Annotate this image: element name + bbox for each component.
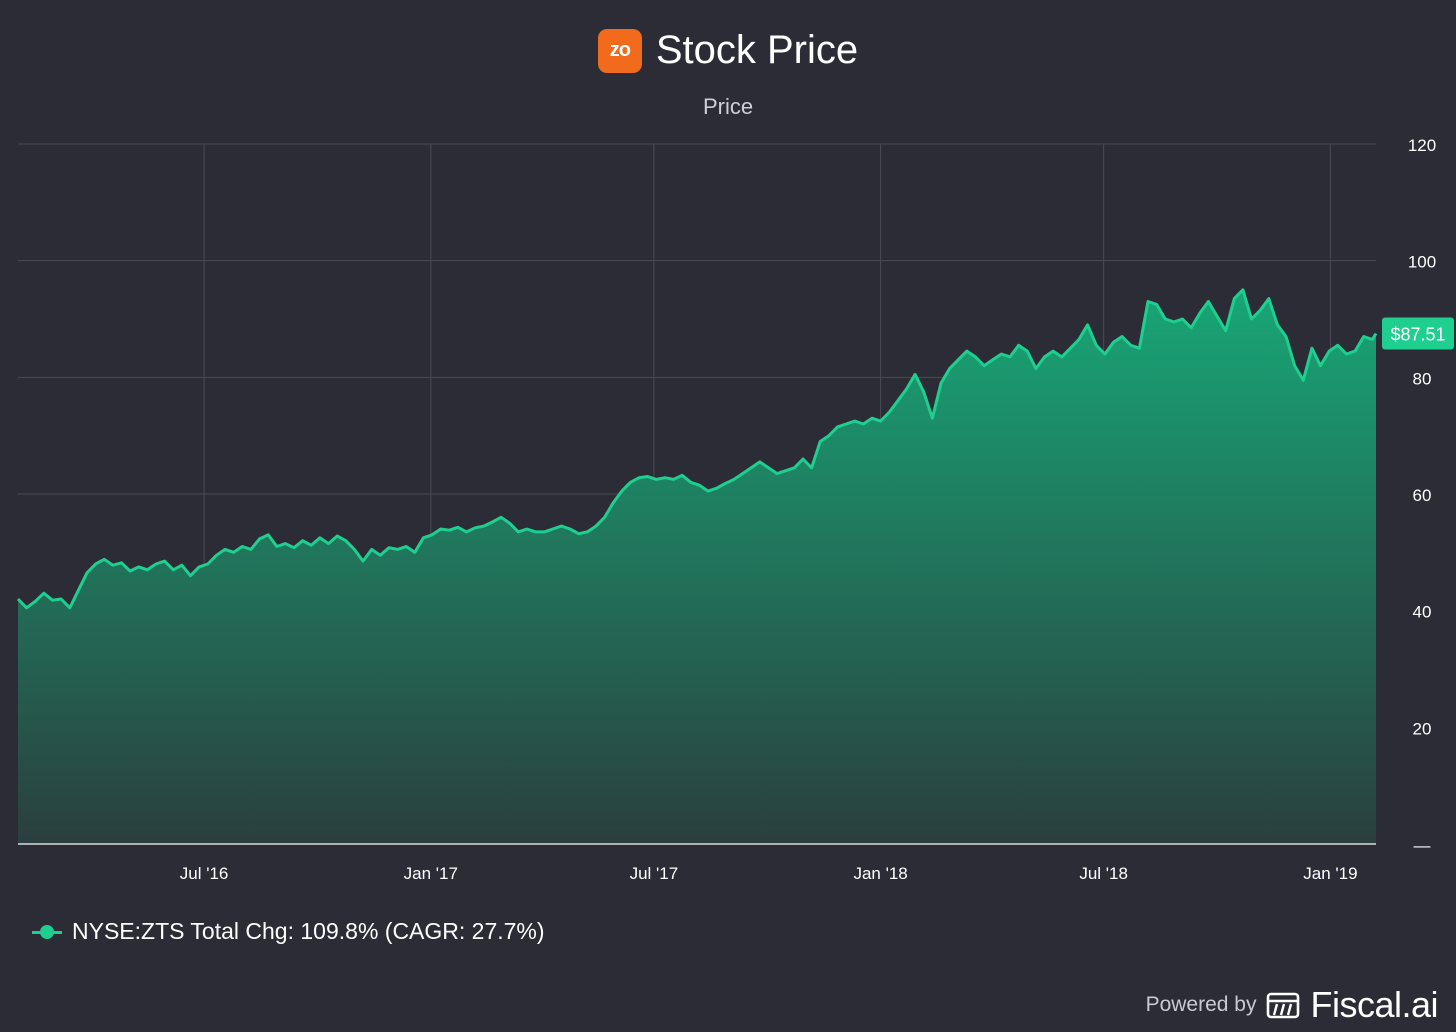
y-tick-label: 80 bbox=[1413, 369, 1432, 388]
legend-series-marker-icon bbox=[32, 924, 62, 939]
chart-title: Stock Price bbox=[655, 28, 859, 72]
company-logo-icon: zo bbox=[597, 28, 642, 73]
y-tick-label: — bbox=[1414, 836, 1431, 855]
last-value-label: $87.51 bbox=[1390, 325, 1445, 345]
x-tick-label: Jan '19 bbox=[1303, 864, 1357, 883]
y-tick-label: 100 bbox=[1408, 253, 1436, 272]
legend-label: NYSE:ZTS Total Chg: 109.8% (CAGR: 27.7%) bbox=[72, 918, 545, 944]
powered-by-text: Powered by bbox=[1145, 993, 1257, 1016]
y-tick-label: 120 bbox=[1408, 136, 1436, 155]
y-tick-label: 40 bbox=[1413, 603, 1432, 622]
x-tick-label: Jul '16 bbox=[180, 864, 229, 883]
powered-by-footer: Powered by Fiscal.ai bbox=[1145, 984, 1439, 1026]
x-tick-label: Jul '17 bbox=[630, 864, 679, 883]
y-tick-label: 20 bbox=[1413, 719, 1432, 738]
x-tick-label: Jan '17 bbox=[404, 864, 458, 883]
fiscal-ai-brand: Fiscal.ai bbox=[1310, 984, 1438, 1025]
chart-subtitle: Price bbox=[702, 94, 754, 119]
chart-header: zo Stock Price bbox=[0, 28, 1456, 73]
last-value-badge: $87.51 bbox=[1382, 317, 1454, 350]
price-series-line[interactable] bbox=[16, 288, 1378, 610]
y-tick-label: 60 bbox=[1413, 486, 1432, 505]
x-tick-label: Jul '18 bbox=[1079, 864, 1128, 883]
price-area-fill bbox=[18, 289, 1376, 844]
chart-legend[interactable]: NYSE:ZTS Total Chg: 109.8% (CAGR: 27.7%) bbox=[32, 918, 545, 945]
fiscal-ai-logo-icon bbox=[1267, 992, 1300, 1019]
x-tick-label: Jan '18 bbox=[853, 864, 907, 883]
